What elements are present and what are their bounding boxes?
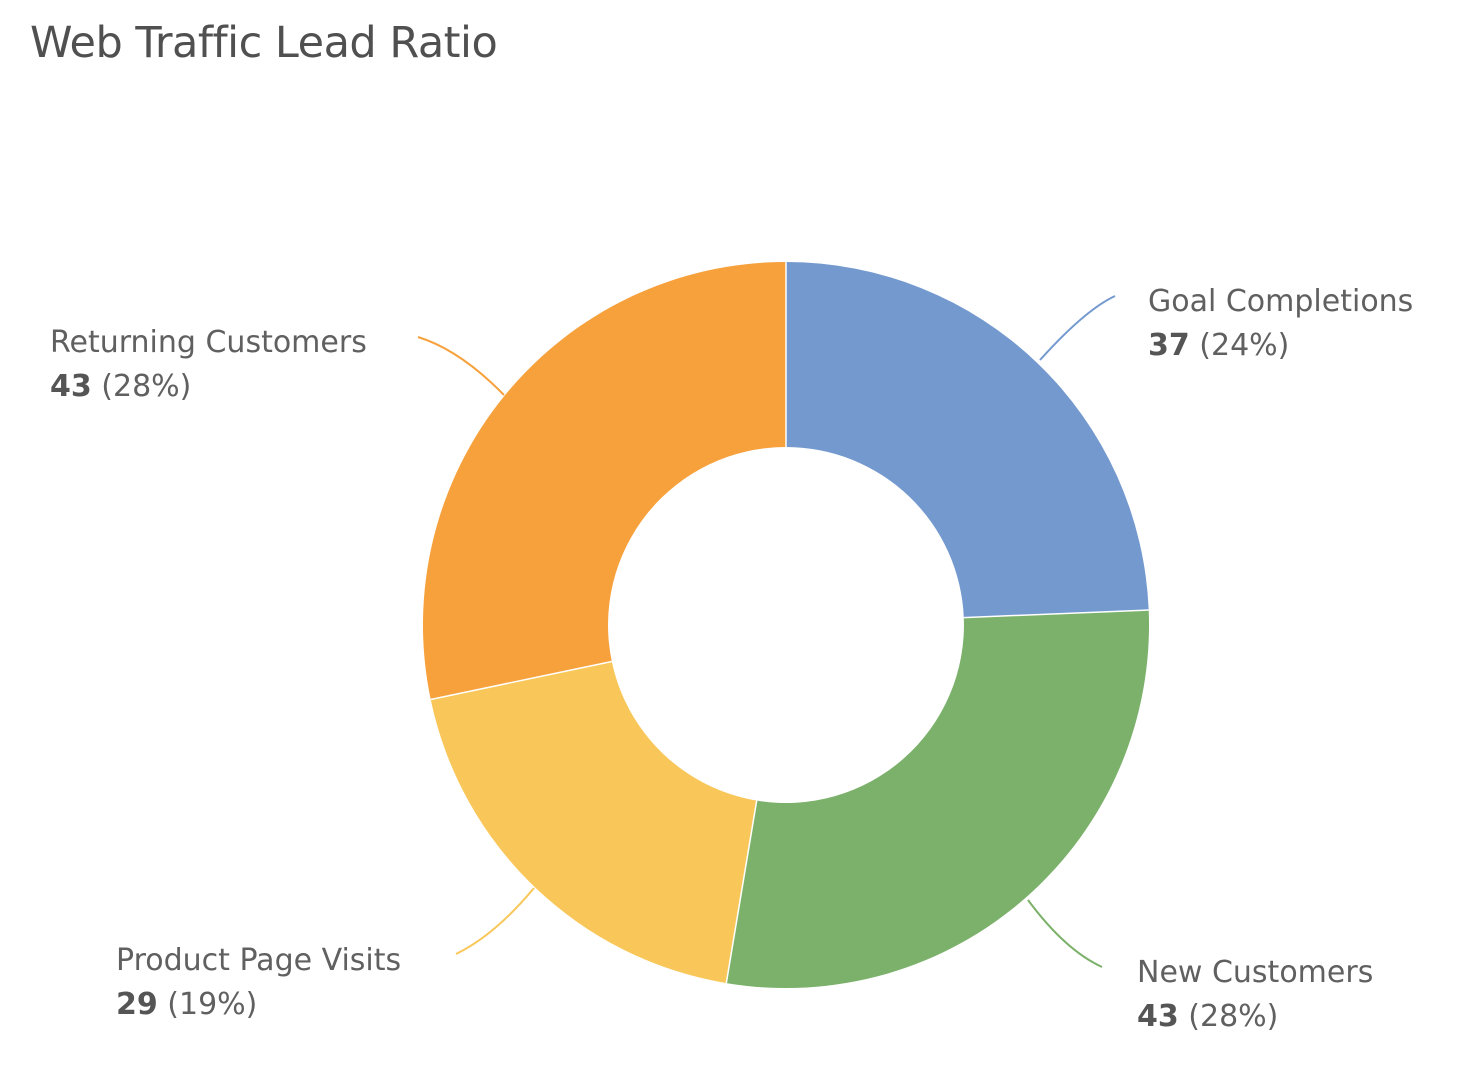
chart-title: Web Traffic Lead Ratio [30, 18, 498, 68]
leader-line-new-customers [1027, 899, 1103, 968]
label-name: New Customers [1137, 955, 1374, 990]
data-label-new-customers: New Customers 43 (28%) [1137, 951, 1373, 1039]
label-percent: (19%) [167, 987, 258, 1022]
leader-line-product-page-visits [455, 887, 535, 955]
slice-goal-completions[interactable] [786, 262, 1149, 618]
slice-returning-customers[interactable] [422, 262, 786, 700]
label-name: Returning Customers [50, 325, 367, 360]
data-label-product-page-visits: Product Page Visits 29 (19%) [116, 939, 401, 1027]
label-value: 37 [1148, 328, 1190, 363]
label-value: 43 [50, 369, 92, 404]
label-percent: (28%) [1188, 999, 1279, 1034]
label-value: 29 [116, 987, 158, 1022]
data-label-returning-customers: Returning Customers 43 (28%) [50, 321, 367, 409]
label-percent: (28%) [101, 369, 192, 404]
slice-separators [430, 262, 1149, 984]
slice-product-page-visits[interactable] [430, 661, 757, 984]
label-percent: (24%) [1199, 328, 1290, 363]
slice-new-customers[interactable] [726, 610, 1150, 989]
label-value: 43 [1137, 999, 1179, 1034]
leader-line-returning-customers [417, 336, 505, 396]
label-name: Product Page Visits [116, 943, 402, 978]
label-name: Goal Completions [1148, 284, 1414, 319]
leader-line-goal-completions [1039, 295, 1116, 361]
data-label-goal-completions: Goal Completions 37 (24%) [1148, 280, 1413, 368]
